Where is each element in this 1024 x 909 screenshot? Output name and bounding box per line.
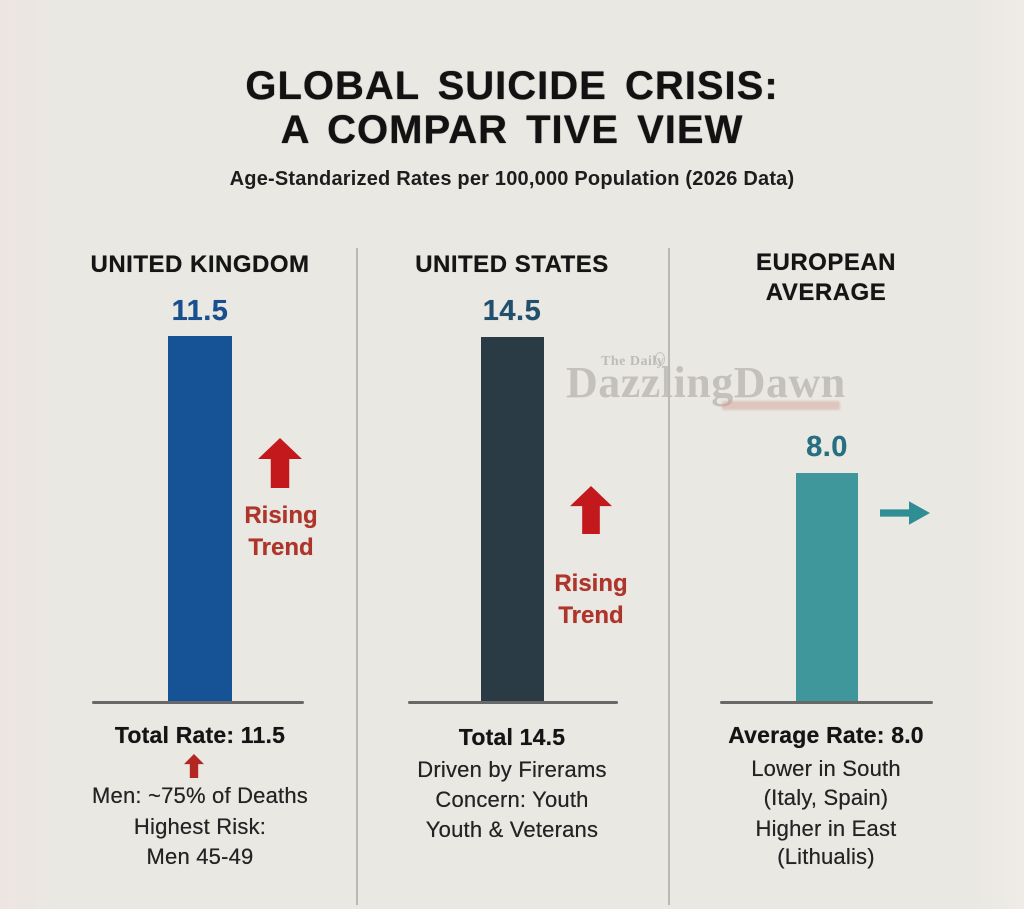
column-divider [356,248,358,905]
rising-trend-label-line1: Rising [244,502,318,529]
column-header-line1: EUROPEAN [755,249,897,276]
rising-trend-arrow-icon [570,486,612,534]
rising-trend-label-us: Rising Trend [538,568,644,632]
column-header-united-kingdom: UNITED KINGDOM [90,251,310,278]
stat-south-countries-eu: (Italy, Spain) [763,785,889,810]
small-up-arrow-icon [184,754,204,778]
watermark-brand: DazzlingDawn [566,358,846,407]
stat-higher-east-eu: Higher in East [755,816,897,841]
column-header-united-states: UNITED STATES [415,251,609,278]
rising-trend-label-line1: Rising [554,570,628,597]
bar-united-states [481,337,544,702]
axis-baseline-eu [720,701,933,704]
stat-driven-by-us: Driven by Firerams [417,757,607,782]
watermark-tagline [722,401,840,410]
axis-baseline-us [408,701,618,704]
rising-trend-arrow-icon [258,438,302,488]
stat-highest-risk-uk: Highest Risk: [133,814,267,839]
stat-groups-us: Youth & Veterans [425,817,599,842]
stat-total-rate-uk: Total Rate: 11.5 [114,722,286,748]
stat-lower-south-eu: Lower in South [751,756,901,781]
stable-trend-arrow-icon [880,501,930,525]
page-title-line1: GLOBAL SUICIDE CRISIS: [245,64,779,108]
bar-value-label-eu: 8.0 [806,431,848,463]
page-subtitle: Age-Standarized Rates per 100,000 Popula… [229,168,795,190]
page-title-line2: A COMPAR TIVE VIEW [280,108,744,152]
bar-european-average [796,473,858,702]
column-divider [668,248,670,905]
watermark-prefix: The Daily [601,354,665,369]
column-header-line2: AVERAGE [765,279,887,306]
column-header-european-average: EUROPEAN AVERAGE [676,248,976,308]
stat-total-us: Total 14.5 [458,724,566,750]
bar-value-label-us: 14.5 [482,295,542,327]
rising-trend-label-line2: Trend [248,534,314,561]
rising-trend-label-line2: Trend [558,602,624,629]
stat-men-deaths-uk: Men: ~75% of Deaths [92,783,308,808]
watermark-lamp-icon [655,352,665,366]
rising-trend-label-uk: Rising Trend [228,500,334,564]
stat-east-countries-eu: (Lithualis) [777,844,875,869]
stat-concern-us: Concern: Youth [435,787,589,812]
bar-value-label-uk: 11.5 [171,295,229,327]
bar-united-kingdom [168,336,232,702]
stat-risk-group-uk: Men 45-49 [146,844,254,869]
stat-average-rate-eu: Average Rate: 8.0 [728,722,924,748]
axis-baseline-uk [92,701,304,704]
